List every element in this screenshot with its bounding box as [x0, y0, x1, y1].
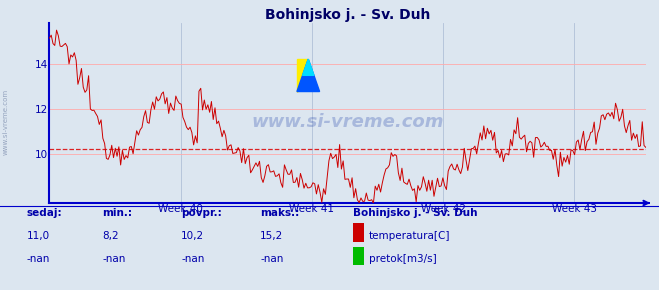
Text: Bohinjsko j. - Sv. Duh: Bohinjsko j. - Sv. Duh [353, 208, 477, 218]
Polygon shape [297, 59, 320, 92]
Text: 10,2: 10,2 [181, 231, 204, 241]
Text: temperatura[C]: temperatura[C] [369, 231, 451, 241]
Text: -nan: -nan [26, 254, 49, 264]
Text: pretok[m3/s]: pretok[m3/s] [369, 254, 437, 264]
Text: povpr.:: povpr.: [181, 208, 222, 218]
Text: www.si-vreme.com: www.si-vreme.com [251, 113, 444, 131]
Text: www.si-vreme.com: www.si-vreme.com [2, 89, 9, 155]
Title: Bohinjsko j. - Sv. Duh: Bohinjsko j. - Sv. Duh [265, 8, 430, 22]
Polygon shape [297, 59, 308, 92]
Text: 8,2: 8,2 [102, 231, 119, 241]
Text: sedaj:: sedaj: [26, 208, 62, 218]
Text: maks.:: maks.: [260, 208, 300, 218]
Text: -nan: -nan [102, 254, 125, 264]
Text: 11,0: 11,0 [26, 231, 49, 241]
Text: min.:: min.: [102, 208, 132, 218]
Text: -nan: -nan [181, 254, 204, 264]
Text: -nan: -nan [260, 254, 283, 264]
Text: 15,2: 15,2 [260, 231, 283, 241]
Polygon shape [302, 59, 314, 75]
